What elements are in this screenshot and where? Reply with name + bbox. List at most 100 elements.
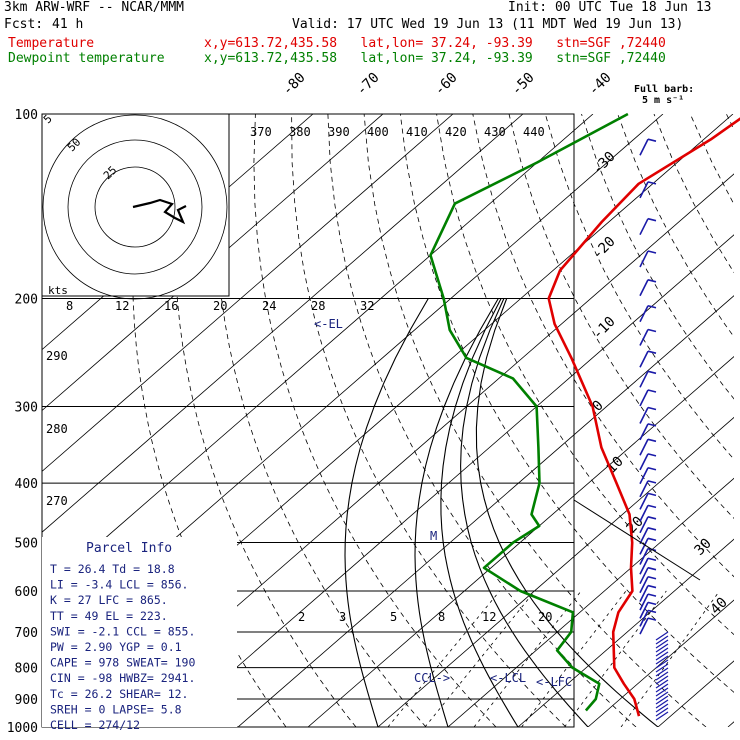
wind-barb bbox=[639, 548, 649, 565]
hodograph-ring bbox=[94, 166, 176, 248]
isotherm bbox=[587, 599, 734, 727]
pressure-label: 700 bbox=[15, 626, 38, 641]
pressure-label: 600 bbox=[15, 585, 38, 600]
wind-barb-flag bbox=[647, 566, 657, 571]
wind-barb bbox=[639, 593, 649, 611]
wind-barb bbox=[639, 181, 649, 199]
dry-adiabat bbox=[399, 114, 734, 693]
isotherm bbox=[307, 356, 734, 727]
wind-barb-flag bbox=[647, 617, 657, 621]
parcel-info-row: SREH = 0 LAPSE= 5.8 bbox=[50, 702, 182, 716]
hodograph-ring bbox=[67, 139, 203, 275]
wind-barb bbox=[639, 610, 649, 627]
wind-barb bbox=[639, 453, 649, 471]
wind-barb bbox=[639, 305, 649, 323]
wind-barb bbox=[639, 423, 649, 441]
wind-barb-flag bbox=[647, 370, 657, 375]
model-title: 3km ARW-WRF -- NCAR/MMM bbox=[4, 0, 185, 15]
pressure-label: 800 bbox=[15, 662, 38, 677]
wind-barb-flag bbox=[647, 279, 657, 283]
wind-barb-flag bbox=[647, 557, 657, 562]
wind-barb bbox=[639, 467, 649, 485]
wind-barb bbox=[639, 389, 649, 407]
dry-adiabat bbox=[253, 114, 497, 727]
wind-barb-flag bbox=[647, 584, 657, 589]
wind-barb-low bbox=[655, 655, 669, 665]
wind-barb-low bbox=[655, 683, 669, 693]
dry-adiabat bbox=[363, 114, 707, 727]
dry-adiabat bbox=[472, 114, 734, 578]
isotherm bbox=[42, 114, 454, 472]
wind-scale-tick: 32 bbox=[360, 299, 374, 313]
wind-barb bbox=[639, 601, 649, 619]
dry-adiabat bbox=[726, 114, 734, 131]
dry-adiabat bbox=[617, 114, 734, 338]
wind-barb bbox=[639, 279, 649, 297]
wind-barb-flag bbox=[647, 576, 657, 580]
parcel-info-row: Tc = 26.2 SHEAR= 12. bbox=[50, 687, 188, 701]
dewpoint-profile bbox=[429, 112, 629, 712]
temperature-legend: Temperature bbox=[8, 36, 95, 51]
temperature-profile bbox=[547, 117, 740, 717]
parcel-info-row: CAPE = 978 SWEAT= 190 bbox=[50, 656, 195, 670]
wind-barb bbox=[639, 438, 649, 456]
wind-barb-low bbox=[655, 679, 669, 689]
plot-frame bbox=[41, 113, 575, 728]
pressure-label: 500 bbox=[15, 536, 38, 551]
pressure-label: 200 bbox=[15, 293, 38, 308]
wind-barb-low bbox=[655, 691, 669, 701]
wind-barb bbox=[639, 350, 649, 368]
wind-barb bbox=[639, 493, 649, 510]
wind-barb-low bbox=[655, 659, 669, 669]
wind-barb-flag bbox=[647, 423, 657, 427]
el-marker: <-EL bbox=[314, 317, 343, 331]
mixing-ratio-label: 12 bbox=[482, 610, 496, 624]
wind-scale-tick: 28 bbox=[311, 299, 325, 313]
theta-label: 380 bbox=[289, 125, 311, 139]
moist-adiabat bbox=[344, 298, 429, 727]
wind-barb bbox=[639, 516, 649, 534]
wind-barb-flag bbox=[647, 438, 657, 443]
wind-barb bbox=[639, 407, 649, 424]
valid-time: Valid: 17 UTC Wed 19 Jun 13 (11 MDT Wed … bbox=[292, 17, 684, 32]
lfc-marker: <-LFC bbox=[536, 675, 572, 689]
dry-adiabat bbox=[508, 114, 734, 519]
pressure-label: 400 bbox=[15, 477, 38, 492]
mixing-ratio-line bbox=[564, 590, 667, 727]
wind-barb bbox=[639, 370, 649, 388]
wind-barb-low bbox=[655, 639, 669, 649]
wind-barb-low bbox=[655, 707, 669, 717]
parcel-info-row: CIN = -98 HWBZ= 2941. bbox=[50, 671, 195, 685]
wind-scale-tick: 12 bbox=[115, 299, 129, 313]
wind-barb-flag bbox=[647, 480, 657, 484]
dry-adiabat bbox=[544, 114, 734, 460]
parcel-info-row: T = 26.4 Td = 18.8 bbox=[50, 562, 175, 576]
theta-label-lower: 280 bbox=[46, 422, 68, 436]
isotherm-label: -50 bbox=[509, 70, 538, 99]
wind-scale-unit: kts bbox=[48, 284, 68, 297]
theta-label: 370 bbox=[250, 125, 272, 139]
wind-barb bbox=[639, 138, 649, 156]
mixing-ratio-label: 2 bbox=[298, 610, 305, 624]
wind-barb bbox=[639, 527, 649, 545]
theta-label-lower: 290 bbox=[46, 349, 68, 363]
wind-barb-flag bbox=[647, 181, 657, 185]
parcel-info-row: CELL = 274/12 bbox=[50, 718, 140, 732]
wind-barb-flag bbox=[647, 250, 657, 254]
isotherm bbox=[447, 477, 734, 727]
wind-barb bbox=[639, 505, 649, 522]
hodograph-ring bbox=[42, 114, 228, 300]
lcl-marker: <-LCL bbox=[490, 671, 526, 685]
isotherm-label: -80 bbox=[280, 70, 309, 99]
wind-barb-low bbox=[655, 671, 669, 681]
pressure-label: 900 bbox=[15, 693, 38, 708]
hodograph-trace bbox=[132, 198, 187, 225]
barb-guide bbox=[573, 499, 701, 581]
wind-barb-flag bbox=[647, 453, 657, 457]
parcel-info-row: K = 27 LFC = 865. bbox=[50, 593, 168, 607]
isotherm bbox=[237, 295, 734, 727]
wind-barb bbox=[639, 617, 649, 635]
dry-adiabat bbox=[436, 114, 734, 636]
pressure-label: 300 bbox=[15, 400, 38, 415]
wind-barb-flag bbox=[647, 504, 657, 509]
